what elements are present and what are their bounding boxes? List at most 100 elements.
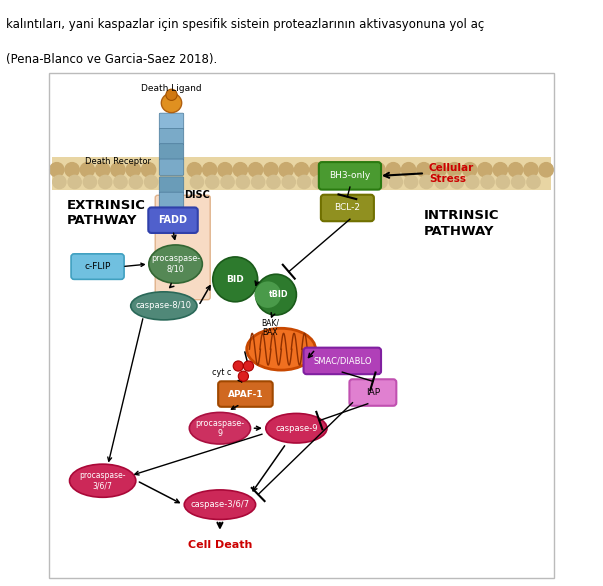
Circle shape [481,175,494,189]
Circle shape [256,274,297,315]
Ellipse shape [149,245,203,283]
Circle shape [371,162,385,177]
Circle shape [191,175,204,189]
Circle shape [359,175,372,189]
Text: Cellular
Stress: Cellular Stress [429,162,474,184]
Circle shape [221,175,234,189]
Circle shape [218,162,232,177]
Circle shape [65,162,79,177]
Text: DISC: DISC [184,190,210,200]
FancyBboxPatch shape [159,192,184,209]
Circle shape [432,162,446,177]
Circle shape [508,162,523,177]
Text: IAP: IAP [366,388,380,397]
Text: caspase-8/10: caspase-8/10 [136,301,192,311]
Text: c-FLIP: c-FLIP [84,262,111,271]
Text: BCL-2: BCL-2 [335,203,361,213]
Text: Death Ligand: Death Ligand [141,84,202,93]
Circle shape [49,162,64,177]
Text: Death Receptor: Death Receptor [85,156,151,166]
Circle shape [493,162,508,177]
FancyBboxPatch shape [159,113,184,130]
Text: APAF-1: APAF-1 [227,390,264,398]
Circle shape [244,361,254,371]
Circle shape [527,175,540,189]
Circle shape [420,175,433,189]
Circle shape [142,162,156,177]
Text: cyt c: cyt c [212,367,232,377]
Circle shape [463,162,477,177]
Circle shape [52,175,66,189]
Circle shape [129,175,142,189]
Text: FADD: FADD [159,215,188,225]
FancyBboxPatch shape [159,128,184,145]
Circle shape [310,162,324,177]
Circle shape [325,162,339,177]
Circle shape [417,162,431,177]
Text: BID: BID [226,275,244,284]
Circle shape [80,162,95,177]
Circle shape [213,257,257,302]
FancyBboxPatch shape [159,144,184,160]
Circle shape [297,175,311,189]
Circle shape [389,175,402,189]
FancyBboxPatch shape [155,195,210,299]
Circle shape [402,162,415,177]
FancyBboxPatch shape [159,159,184,175]
Circle shape [405,175,418,189]
Ellipse shape [189,413,250,444]
Circle shape [511,175,525,189]
Circle shape [539,162,554,177]
Circle shape [524,162,538,177]
Circle shape [374,175,387,189]
Text: procaspase-
9: procaspase- 9 [195,418,244,438]
Circle shape [450,175,464,189]
Ellipse shape [166,89,177,100]
Text: caspase-3/6/7: caspase-3/6/7 [191,500,250,509]
Circle shape [267,175,280,189]
Text: EXTRINSIC
PATHWAY: EXTRINSIC PATHWAY [67,199,146,227]
Ellipse shape [266,414,327,443]
Circle shape [264,162,278,177]
FancyBboxPatch shape [303,347,381,374]
Circle shape [126,162,140,177]
Circle shape [447,162,461,177]
Circle shape [233,361,244,371]
FancyBboxPatch shape [218,381,273,407]
FancyBboxPatch shape [349,379,396,406]
Text: tBID: tBID [269,290,288,299]
Circle shape [496,175,510,189]
Circle shape [282,175,295,189]
Circle shape [145,175,158,189]
Text: INTRINSIC
PATHWAY: INTRINSIC PATHWAY [424,209,499,237]
Circle shape [279,162,293,177]
Ellipse shape [69,464,136,498]
Circle shape [238,371,248,381]
Circle shape [313,175,326,189]
Text: kalıntıları, yani kaspazlar için spesifik sistein proteazlarının aktivasyonuna y: kalıntıları, yani kaspazlar için spesifi… [6,18,484,30]
Text: caspase-9: caspase-9 [275,424,318,432]
Circle shape [99,175,112,189]
Circle shape [248,162,263,177]
Circle shape [466,175,479,189]
Circle shape [206,175,219,189]
Circle shape [254,281,281,308]
Circle shape [294,162,309,177]
Circle shape [435,175,448,189]
Circle shape [95,162,110,177]
FancyBboxPatch shape [319,162,381,190]
Ellipse shape [185,490,256,519]
Circle shape [386,162,400,177]
Text: (Pena-Blanco ve Garcia-Saez 2018).: (Pena-Blanco ve Garcia-Saez 2018). [6,53,217,66]
FancyBboxPatch shape [52,156,551,190]
Circle shape [236,175,250,189]
Circle shape [478,162,492,177]
Circle shape [328,175,341,189]
Text: procaspase-
8/10: procaspase- 8/10 [151,254,200,274]
Circle shape [343,175,356,189]
Ellipse shape [161,93,182,113]
FancyBboxPatch shape [159,177,184,193]
Circle shape [233,162,247,177]
Text: procaspase-
3/6/7: procaspase- 3/6/7 [80,471,126,490]
Ellipse shape [247,328,315,370]
